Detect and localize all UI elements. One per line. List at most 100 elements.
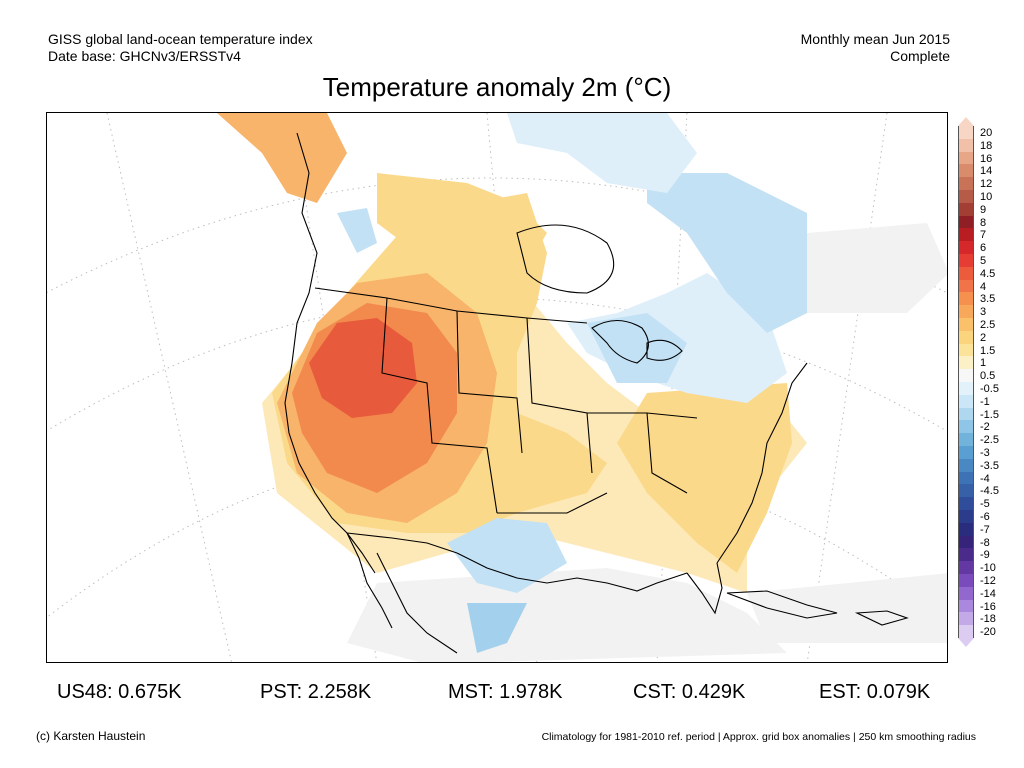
colorbar-label: 18 (980, 139, 993, 152)
colorbar-label: 4 (980, 280, 987, 293)
anomaly-fields (217, 113, 947, 662)
colorbar-segment (958, 138, 974, 153)
colorbar-segment (958, 343, 974, 357)
cuba (726, 590, 838, 619)
colorbar-segment (958, 241, 974, 255)
colorbar-label: -4 (980, 472, 990, 485)
colorbar-label: 12 (980, 178, 993, 191)
cool-bc (337, 208, 377, 253)
colorbar-segment (958, 279, 974, 293)
state-lines (381, 297, 698, 514)
map-title: Temperature anomaly 2m (°C) (322, 72, 672, 102)
colorbar-segment (958, 497, 974, 511)
colorbar-segment (958, 484, 974, 498)
colorbar-label: 4.5 (980, 267, 996, 280)
colorbar-label: -16 (980, 600, 996, 613)
colorbar-label: 9 (980, 203, 987, 216)
colorbar-label: 14 (980, 165, 993, 178)
great-lakes (591, 319, 683, 364)
colorbar-segment (958, 369, 974, 383)
colorbar-label: 1 (980, 357, 987, 370)
colorbar-label: 3 (980, 306, 987, 319)
colorbar-segment (958, 548, 974, 562)
colorbar-label: 7 (980, 229, 987, 242)
colorbar-label: -1.5 (980, 408, 999, 421)
regional-stats: US48: 0.675K PST: 2.258K MST: 1.978K CST… (0, 681, 1024, 705)
neutral-patch-atlantic (807, 223, 947, 313)
west-coast (284, 132, 376, 574)
stat-mst: MST: 1.978K (448, 681, 563, 703)
header-right: Monthly mean Jun 2015 Complete (801, 31, 950, 65)
colorbar-segment (958, 586, 974, 601)
colorbar-segment (958, 292, 974, 306)
stat-us48: US48: 0.675K (57, 681, 182, 703)
colorbar-label: -2.5 (980, 434, 999, 447)
colorbar-segment (958, 510, 974, 524)
colorbar-label: 16 (980, 152, 993, 165)
colorbar-label: -18 (980, 613, 996, 626)
colorbar-label: 10 (980, 191, 993, 203)
colorbar-label: 2 (980, 331, 987, 344)
coastlines (284, 132, 909, 654)
colorbar-label: -8 (980, 536, 990, 549)
colorbar-label: 1.5 (980, 344, 996, 357)
stat-pst: PST: 2.258K (260, 681, 372, 703)
colorbar-label: 6 (980, 242, 987, 255)
colorbar-label: 2.5 (980, 319, 996, 331)
colorbar-segment (958, 190, 974, 204)
cool-mexico (467, 603, 527, 653)
warm-pale-north (377, 173, 547, 283)
colorbar-segment (958, 535, 974, 549)
colorbar-label: -3 (980, 447, 990, 459)
warm-light-alaska (217, 113, 347, 203)
warm-pale-southeast (617, 383, 792, 573)
colorbar-label: -2 (980, 421, 990, 434)
colorbar-label: -0.5 (980, 383, 999, 395)
cool-texas (447, 518, 567, 593)
colorbar-label: -3.5 (980, 459, 999, 472)
colorbar-segment (958, 522, 974, 537)
colorbar-segment (958, 446, 974, 460)
us-mexico-border (346, 532, 458, 554)
neutral-patch-caribbean (747, 573, 947, 643)
colorbar-segment (958, 228, 974, 242)
cool-greatlakes (587, 313, 687, 383)
colorbar-segment (958, 266, 974, 281)
colorbar-segment (958, 202, 974, 217)
colorbar-label: 0.5 (980, 370, 996, 383)
stat-cst: CST: 0.429K (633, 681, 746, 703)
stat-est: EST: 0.079K (819, 681, 931, 703)
mexico-west (376, 552, 458, 654)
anomaly-map (46, 112, 948, 663)
colorbar-segment (958, 612, 974, 626)
colorbar-segment (958, 433, 974, 447)
colorbar-segment (958, 215, 974, 229)
hispaniola (854, 610, 909, 626)
cool-northeast (647, 173, 807, 333)
colorbar-label: -5 (980, 498, 990, 511)
colorbar-segment (958, 420, 974, 434)
colorbar-segment (958, 254, 974, 268)
colorbar-segment (958, 407, 974, 421)
hudson-bay (516, 224, 615, 294)
graticule (47, 113, 947, 662)
neutral-patch-gulf (347, 568, 787, 662)
colorbar-label: -1 (980, 395, 990, 408)
colorbar-label: 8 (980, 216, 987, 229)
header-left: GISS global land-ocean temperature index… (48, 31, 313, 65)
colorbar-label: 3.5 (980, 293, 996, 306)
colorbar-label: 20 (980, 127, 993, 139)
data-base: Date base: GHCNv3/ERSSTv4 (48, 48, 241, 64)
cool-hudson (507, 113, 697, 193)
colorbar-segment (958, 561, 974, 575)
colorbar-segment (958, 458, 974, 473)
colorbar-segment (958, 625, 974, 639)
florida (686, 562, 723, 615)
footer-credit: (c) Karsten Haustein (36, 729, 146, 743)
colorbar-label: -4.5 (980, 485, 999, 498)
map-svg (47, 113, 947, 662)
colorbar-label: -12 (980, 575, 996, 587)
colorbar-segment (958, 599, 974, 613)
colorbar-label: -20 (980, 626, 996, 639)
colorbar-segment (958, 471, 974, 485)
